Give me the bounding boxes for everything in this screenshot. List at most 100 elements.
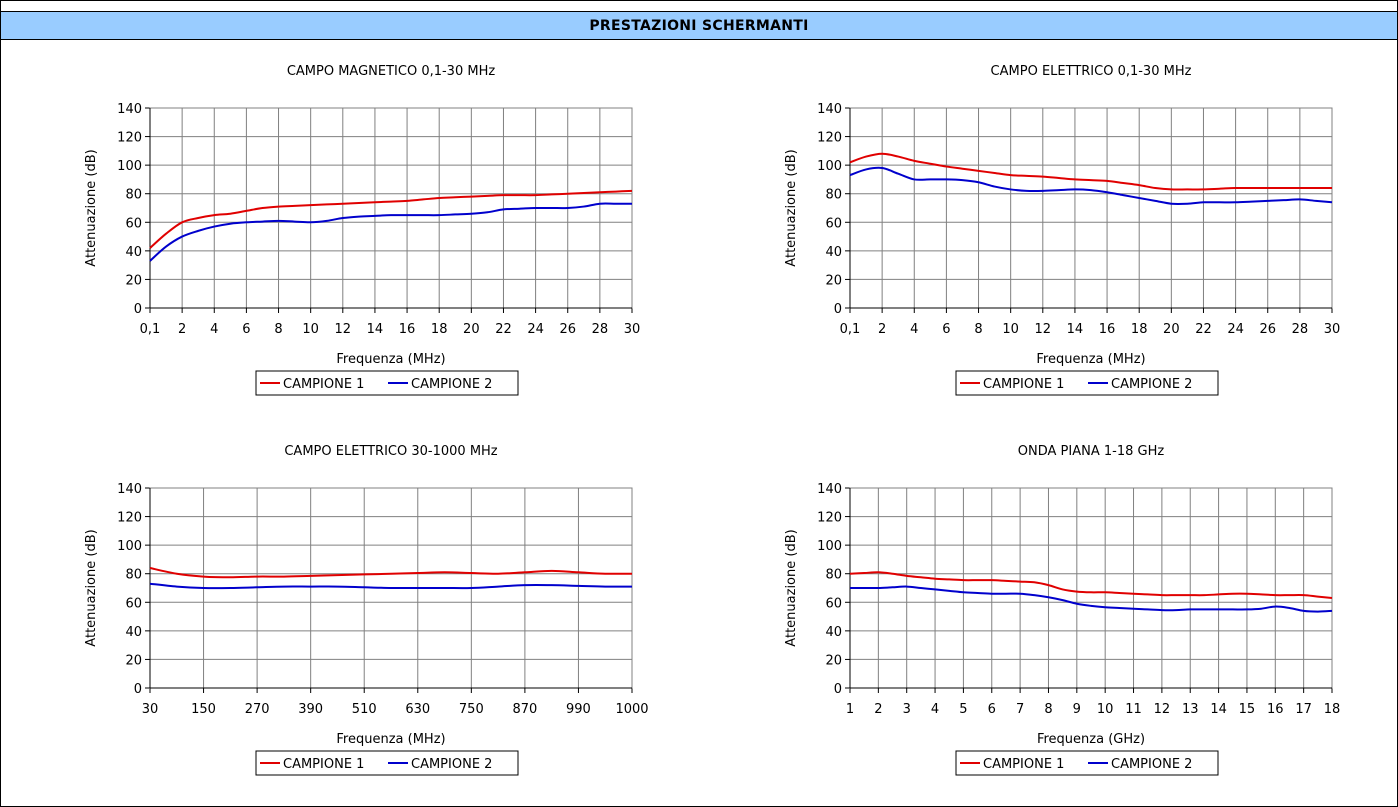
- y-tick-label: 0: [134, 302, 142, 317]
- x-tick-label: 750: [459, 702, 484, 717]
- chart-svg: CAMPO ELETTRICO 0,1-30 MHz 0 20 40 60 80 100 12…: [784, 64, 1341, 396]
- x-tick-label: 870: [512, 702, 537, 717]
- y-tick-label: 0: [134, 682, 142, 697]
- legend-label-1: CAMPIONE 1: [983, 377, 1064, 392]
- chart-title: CAMPO ELETTRICO 0,1-30 MHz: [991, 64, 1192, 79]
- x-tick-label: 8: [274, 322, 282, 337]
- series-line-2: [850, 585, 1333, 613]
- x-tick-label: 28: [1292, 322, 1309, 337]
- plot-area: [849, 107, 1333, 309]
- y-axis-label: Attenuazione (dB): [84, 529, 99, 646]
- x-tick-label: 3: [903, 702, 911, 717]
- x-tick-label: 30: [142, 702, 159, 717]
- chart-title: ONDA PIANA 1-18 GHz: [1018, 444, 1165, 459]
- x-tick-label: 26: [1259, 322, 1276, 337]
- x-tick-label: 0,1: [140, 322, 161, 337]
- x-tick-label: 10: [1097, 702, 1114, 717]
- x-tick-label: 2: [178, 322, 186, 337]
- y-tick-label: 80: [125, 568, 142, 583]
- y-tick-label: 40: [825, 625, 842, 640]
- chart-electric-field-low: CAMPO ELETTRICO 0,1-30 MHz 0 20 40 60 80 100 12…: [776, 46, 1398, 416]
- series-line-2: [149, 582, 633, 590]
- x-tick-label: 14: [367, 322, 384, 337]
- y-tick-label: 20: [125, 273, 142, 288]
- y-tick-label: 60: [825, 596, 842, 611]
- y-tick-label: 60: [125, 216, 142, 231]
- x-tick-label: 510: [352, 702, 377, 717]
- y-tick-label: 120: [117, 131, 142, 146]
- x-axis-label: Frequenza (GHz): [1037, 732, 1145, 747]
- legend-label-2: CAMPIONE 2: [411, 757, 492, 772]
- y-tick-label: 80: [825, 568, 842, 583]
- legend-box: [955, 750, 1219, 776]
- x-tick-label: 7: [1016, 702, 1024, 717]
- x-tick-label: 18: [431, 322, 448, 337]
- chart-plane-wave: ONDA PIANA 1-18 GHz 0 20 40 60 80 100 120 140 1 2 3…: [776, 426, 1398, 796]
- x-axis-label: Frequenza (MHz): [336, 352, 445, 367]
- x-tick-label: 0,1: [840, 322, 861, 337]
- y-axis-label: Attenuazione (dB): [84, 149, 99, 266]
- legend-label-2: CAMPIONE 2: [1111, 377, 1192, 392]
- y-tick-label: 80: [125, 188, 142, 203]
- series-line-1: [149, 567, 633, 579]
- x-tick-label: 4: [931, 702, 939, 717]
- legend-box: [955, 370, 1219, 396]
- x-tick-label: 30: [624, 322, 641, 337]
- y-tick-label: 40: [825, 245, 842, 260]
- y-tick-label: 140: [817, 482, 842, 497]
- y-axis-label: Attenuazione (dB): [784, 149, 799, 266]
- y-tick-label: 0: [834, 302, 842, 317]
- legend-label-1: CAMPIONE 1: [283, 757, 364, 772]
- y-tick-label: 40: [125, 625, 142, 640]
- y-tick-label: 120: [817, 131, 842, 146]
- x-tick-label: 4: [910, 322, 918, 337]
- legend-box: [255, 370, 519, 396]
- y-tick-label: 80: [825, 188, 842, 203]
- x-axis-label: Frequenza (MHz): [1036, 352, 1145, 367]
- x-tick-label: 1: [846, 702, 854, 717]
- x-tick-label: 24: [1227, 322, 1244, 337]
- x-tick-label: 8: [1044, 702, 1052, 717]
- y-tick-label: 0: [834, 682, 842, 697]
- x-tick-label: 16: [399, 322, 416, 337]
- x-tick-label: 22: [1195, 322, 1212, 337]
- x-tick-label: 24: [527, 322, 544, 337]
- y-tick-label: 100: [817, 539, 842, 554]
- x-tick-label: 990: [566, 702, 591, 717]
- x-tick-label: 30: [1324, 322, 1341, 337]
- y-tick-label: 20: [125, 653, 142, 668]
- x-tick-label: 20: [1163, 322, 1180, 337]
- x-tick-label: 2: [878, 322, 886, 337]
- series-line-1: [149, 189, 633, 249]
- x-tick-label: 8: [974, 322, 982, 337]
- chart-svg: CAMPO MAGNETICO 0,1-30 MHz 0 20 40 60 80 100 12…: [84, 64, 641, 396]
- x-tick-label: 270: [245, 702, 270, 717]
- series-line-1: [849, 571, 1333, 599]
- series-line-2: [149, 202, 632, 262]
- x-tick-label: 12: [1154, 702, 1171, 717]
- x-tick-label: 10: [302, 322, 319, 337]
- chart-magnetic-field: CAMPO MAGNETICO 0,1-30 MHz 0 20 40 60 80 100 12…: [76, 46, 766, 416]
- y-tick-label: 100: [817, 159, 842, 174]
- y-tick-label: 140: [117, 482, 142, 497]
- chart-title: CAMPO MAGNETICO 0,1-30 MHz: [287, 64, 496, 79]
- x-tick-label: 2: [874, 702, 882, 717]
- x-tick-label: 16: [1099, 322, 1116, 337]
- x-tick-label: 13: [1182, 702, 1199, 717]
- y-tick-label: 140: [817, 102, 842, 117]
- x-tick-label: 9: [1073, 702, 1081, 717]
- y-tick-label: 120: [117, 511, 142, 526]
- legend-box: [255, 750, 519, 776]
- series-line-2: [849, 166, 1333, 205]
- y-tick-label: 140: [117, 102, 142, 117]
- chart-svg: CAMPO ELETTRICO 30-1000 MHz 0 20 40 60 80 100 1…: [84, 444, 649, 776]
- x-tick-label: 20: [463, 322, 480, 337]
- x-tick-label: 28: [592, 322, 609, 337]
- x-tick-label: 18: [1131, 322, 1148, 337]
- x-axis-label: Frequenza (MHz): [336, 732, 445, 747]
- y-tick-label: 100: [117, 539, 142, 554]
- x-tick-label: 4: [210, 322, 218, 337]
- x-tick-label: 10: [1002, 322, 1019, 337]
